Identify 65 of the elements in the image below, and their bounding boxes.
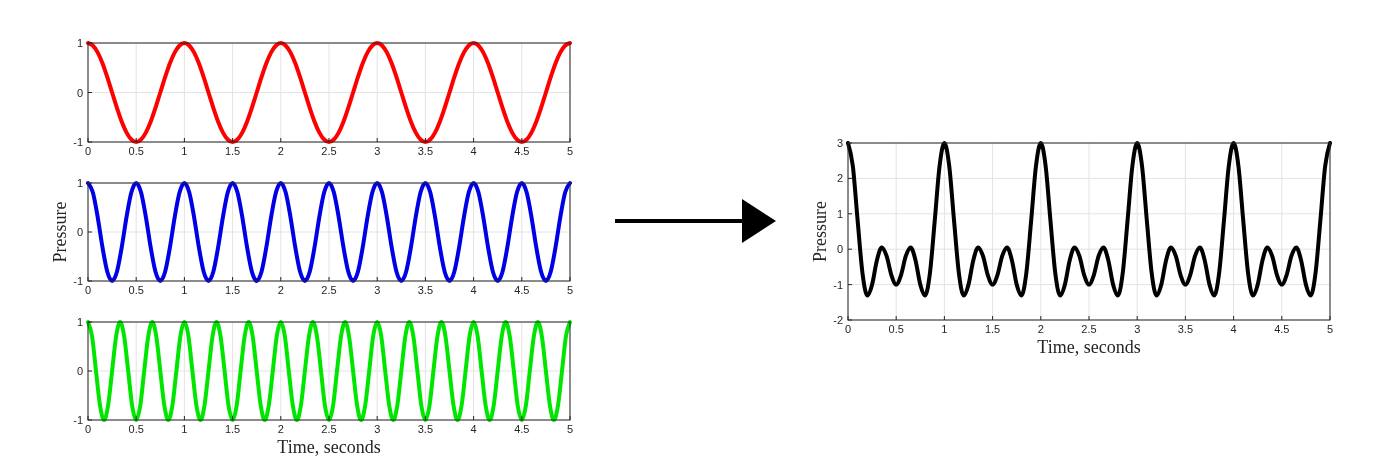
x-tick-label: 2 [277, 284, 284, 296]
x-tick-label: 2 [277, 423, 284, 435]
x-tick-label: 3 [374, 145, 381, 157]
x-tick-label: 3.5 [1177, 323, 1194, 335]
x-tick-label: 2.5 [1081, 323, 1097, 335]
y-axis-title: Pressure [50, 201, 70, 263]
x-tick-label: 2 [277, 145, 284, 157]
x-tick-label: 0.5 [128, 284, 144, 296]
x-tick-label: 0.5 [128, 423, 144, 435]
x-tick-label: 4.5 [514, 284, 530, 296]
y-tick-label: 3 [836, 137, 843, 149]
x-tick-label: 4 [1230, 323, 1237, 335]
x-tick-label: 3.5 [417, 145, 434, 157]
y-tick-label: -1 [73, 275, 83, 287]
x-tick-label: 4 [470, 423, 477, 435]
x-tick-label: 4.5 [514, 423, 530, 435]
x-tick-label: 4 [470, 145, 477, 157]
x-axis-title: Time, seconds [277, 437, 381, 457]
y-tick-label: 2 [836, 172, 843, 185]
x-tick-label: 1 [181, 145, 188, 157]
x-tick-label: 5 [566, 423, 574, 435]
x-tick-label: 2.5 [321, 284, 337, 296]
x-tick-label: 3 [1134, 323, 1141, 335]
x-tick-label: 5 [1326, 323, 1334, 335]
x-tick-label: 3 [374, 284, 381, 296]
x-tick-label: 4.5 [1274, 323, 1290, 335]
line-series [86, 320, 572, 422]
x-tick-label: 3.5 [417, 284, 434, 296]
line-series [86, 41, 572, 144]
y-tick-label: 1 [76, 37, 83, 49]
y-tick-label: 0 [76, 86, 83, 99]
x-tick-label: 2.5 [321, 145, 337, 157]
y-tick-label: 1 [76, 177, 83, 189]
x-tick-label: 0.5 [888, 323, 904, 335]
y-tick-label: 0 [836, 243, 843, 256]
x-tick-label: 3.5 [417, 423, 434, 435]
y-tick-label: 0 [76, 365, 83, 377]
x-tick-label: 0 [84, 284, 92, 296]
y-tick-label: -1 [73, 414, 83, 426]
x-tick-label: 1.5 [224, 145, 241, 157]
x-tick-label: 1.5 [984, 323, 1001, 335]
x-tick-label: 0 [84, 145, 92, 157]
x-tick-label: 0.5 [128, 145, 144, 157]
y-tick-label: -1 [833, 278, 843, 291]
y-axis-title: Pressure [810, 201, 830, 262]
x-tick-label: 1 [181, 284, 188, 296]
x-tick-label: 3 [374, 423, 381, 435]
x-tick-label: 2.5 [321, 423, 337, 435]
x-tick-label: 1.5 [224, 284, 241, 296]
x-tick-label: 4 [470, 284, 477, 296]
x-tick-label: 0 [84, 423, 92, 435]
x-tick-label: 5 [566, 145, 574, 157]
x-tick-label: 4.5 [514, 145, 530, 157]
y-tick-label: 1 [836, 207, 843, 220]
x-tick-label: 0 [844, 323, 852, 335]
y-tick-label: -1 [73, 136, 83, 148]
x-axis-title: Time, seconds [1037, 337, 1141, 357]
y-tick-label: 0 [76, 226, 83, 238]
x-tick-label: 2 [1037, 323, 1044, 335]
x-tick-label: 1 [941, 323, 948, 335]
x-tick-label: 5 [566, 284, 574, 296]
y-tick-label: -2 [833, 314, 843, 326]
x-tick-label: 1.5 [224, 423, 241, 435]
line-series [86, 181, 572, 283]
x-tick-label: 1 [181, 423, 188, 435]
